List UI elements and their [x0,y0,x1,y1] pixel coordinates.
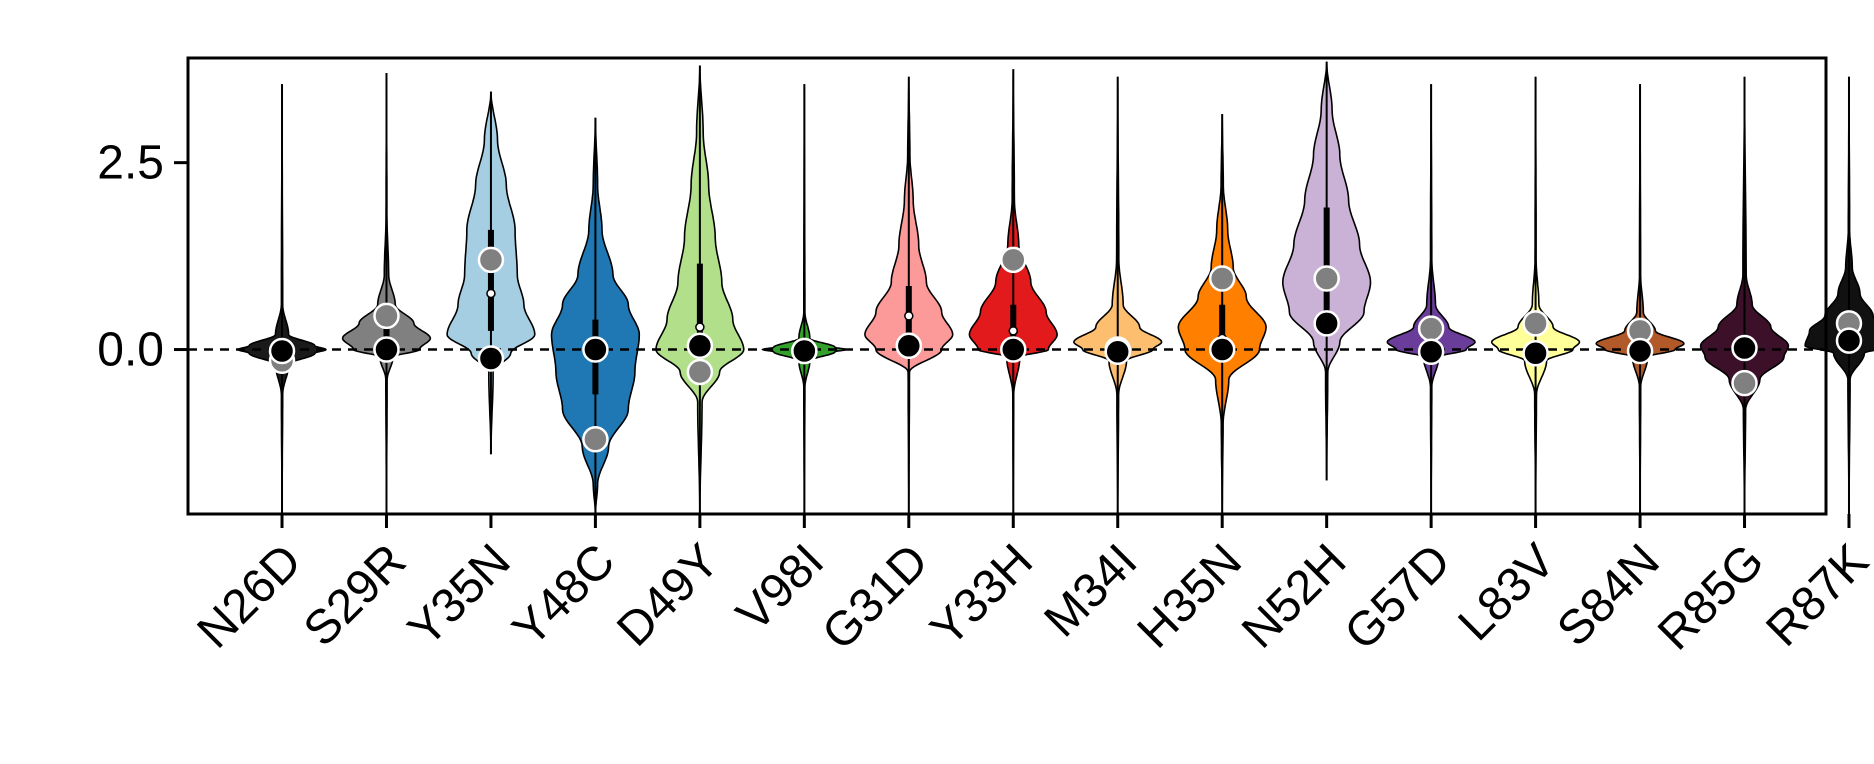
grey-dot [1731,369,1758,397]
black-dot [1731,334,1758,362]
grey-dot [582,425,609,453]
black-dot [1835,327,1863,354]
grey-dot [1417,315,1445,342]
black-dot [582,336,609,363]
black-dot [1522,340,1549,367]
black-dot [791,337,818,365]
black-dot [1313,310,1340,337]
black-dot [268,337,296,365]
grey-dot [1313,265,1340,292]
violin-median [695,322,705,332]
grey-dot [686,358,714,386]
grey-dot [1000,246,1027,274]
black-dot [373,336,400,363]
violin-median [486,288,496,299]
black-dot [1417,338,1445,366]
black-dot [686,332,714,360]
violin-median [1008,326,1019,336]
violin-body [1804,76,1874,514]
grey-dot [373,302,400,330]
y-tick-label: 2.5 [97,137,164,190]
y-tick-label: 0.0 [97,324,164,377]
violin-median [904,311,914,321]
grey-dot [1208,265,1236,292]
y-axis: 0.0 2.5 [97,137,188,377]
grey-dot [477,246,505,274]
black-dot [477,345,505,372]
plot-frame [186,56,1828,516]
black-dot [1000,336,1027,363]
dots-layer [268,246,1863,453]
black-dot [1104,338,1131,366]
black-dot [1208,336,1236,363]
black-dot [1626,337,1654,365]
black-dot [895,332,923,360]
grey-dot [1522,310,1549,337]
